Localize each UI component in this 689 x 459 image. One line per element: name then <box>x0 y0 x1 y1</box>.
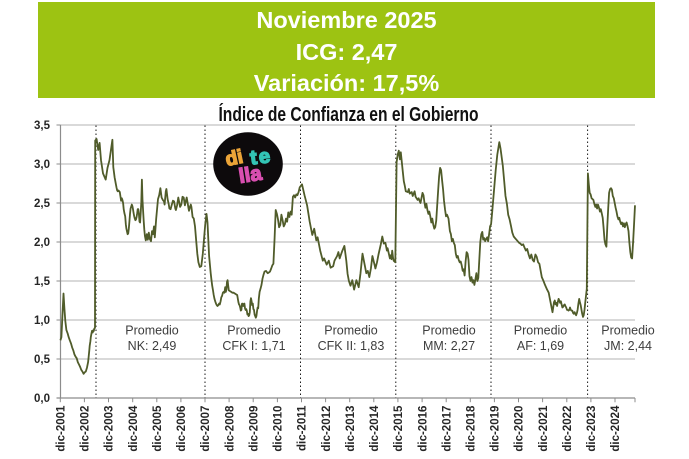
svg-text:dic-2011: dic-2011 <box>297 405 309 451</box>
svg-text:dic-2009: dic-2009 <box>248 406 260 452</box>
svg-text:2,0: 2,0 <box>34 237 50 249</box>
svg-text:1,5: 1,5 <box>34 276 51 288</box>
svg-text:3,5: 3,5 <box>34 120 51 132</box>
svg-text:NK: 2,49: NK: 2,49 <box>128 339 177 353</box>
svg-text:dic-2024: dic-2024 <box>610 405 622 452</box>
svg-text:MM: 2,27: MM: 2,27 <box>423 339 475 353</box>
svg-text:Promedio: Promedio <box>601 324 655 338</box>
svg-text:dic-2022: dic-2022 <box>562 406 574 452</box>
svg-text:dic-2001: dic-2001 <box>56 405 68 452</box>
svg-text:dic-2010: dic-2010 <box>273 406 285 452</box>
svg-text:1,0: 1,0 <box>34 315 50 327</box>
svg-text:dic-2005: dic-2005 <box>152 405 164 452</box>
svg-text:dic-2014: dic-2014 <box>369 405 381 452</box>
svg-text:CFK II: 1,83: CFK II: 1,83 <box>318 339 385 353</box>
svg-text:dic-2017: dic-2017 <box>441 406 453 452</box>
svg-text:Promedio: Promedio <box>227 324 281 338</box>
svg-text:dic-2023: dic-2023 <box>586 406 598 452</box>
svg-text:dic-2006: dic-2006 <box>176 406 188 452</box>
svg-text:AF: 1,69: AF: 1,69 <box>517 339 564 353</box>
svg-text:Promedio: Promedio <box>125 324 179 338</box>
svg-text:2,5: 2,5 <box>34 198 51 210</box>
svg-text:Promedio: Promedio <box>422 324 476 338</box>
svg-text:dic-2012: dic-2012 <box>321 406 333 452</box>
svg-text:JM: 2,44: JM: 2,44 <box>604 339 652 353</box>
svg-text:dic-2015: dic-2015 <box>393 405 405 452</box>
svg-text:dic-2003: dic-2003 <box>104 406 116 452</box>
svg-text:0,0: 0,0 <box>34 393 50 405</box>
svg-text:dic-2004: dic-2004 <box>128 405 140 452</box>
svg-text:3,0: 3,0 <box>34 159 50 171</box>
svg-text:te: te <box>249 145 273 169</box>
svg-text:Promedio: Promedio <box>514 324 568 338</box>
svg-text:dic-2020: dic-2020 <box>514 406 526 452</box>
svg-text:dic-2016: dic-2016 <box>417 406 429 452</box>
svg-text:0,5: 0,5 <box>34 354 51 366</box>
svg-text:dic-2019: dic-2019 <box>490 406 502 452</box>
svg-text:dic-2018: dic-2018 <box>466 405 478 452</box>
svg-text:dic-2002: dic-2002 <box>80 406 92 452</box>
svg-text:dic-2021: dic-2021 <box>538 405 550 452</box>
svg-text:dic-2013: dic-2013 <box>345 406 357 452</box>
svg-text:dic-2007: dic-2007 <box>200 406 212 452</box>
svg-text:di: di <box>223 146 245 171</box>
svg-text:lla: lla <box>237 162 264 188</box>
svg-text:CFK I: 1,71: CFK I: 1,71 <box>222 339 285 353</box>
svg-text:Promedio: Promedio <box>324 324 378 338</box>
svg-text:dic-2008: dic-2008 <box>224 405 236 452</box>
